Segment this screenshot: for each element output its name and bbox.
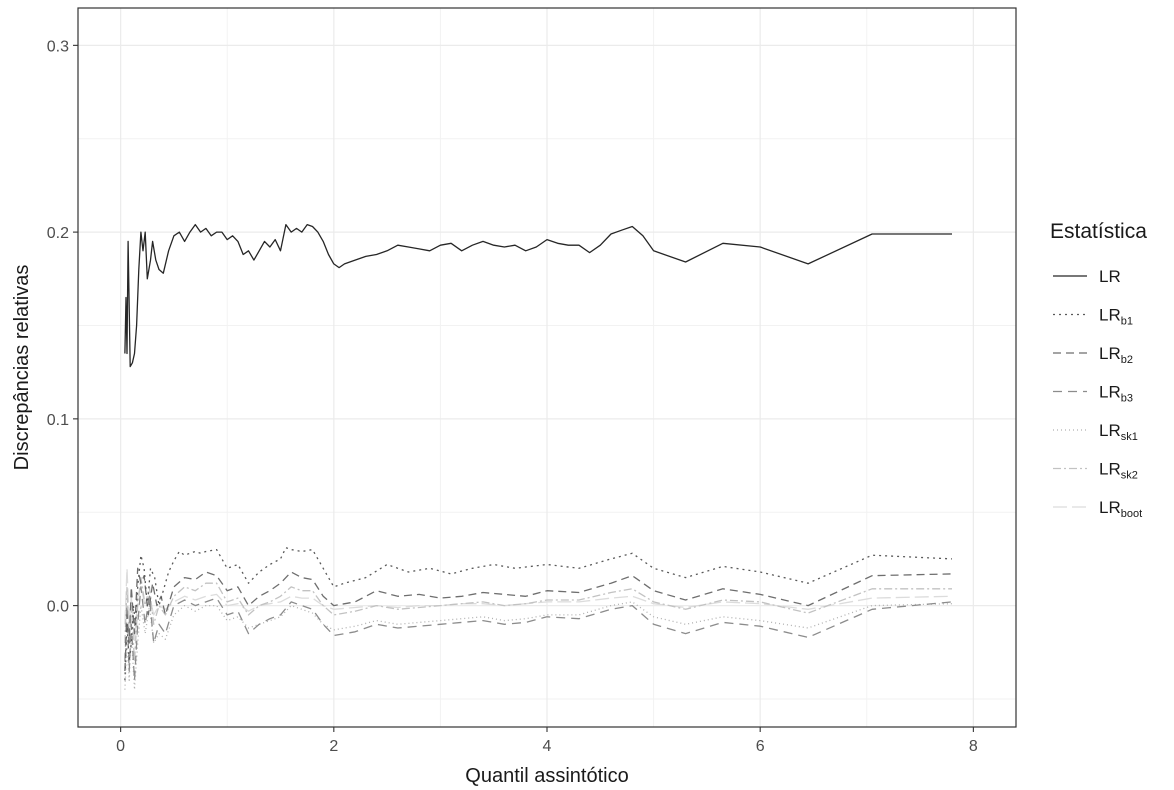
legend-label-lrb2: LRb2 [1099, 344, 1133, 366]
legend-title: Estatística [1050, 220, 1147, 243]
y-axis: 0.0 0.1 0.2 0.3 [47, 38, 78, 616]
series-line-lrb3 [124, 586, 953, 681]
legend-label-lrb3: LRb3 [1099, 383, 1133, 405]
x-tick-label: 2 [329, 738, 338, 755]
legend-label-lr: LR [1099, 267, 1121, 286]
series-layer [124, 223, 953, 691]
plot-panel [77, 7, 1017, 728]
x-axis-title: Quantil assintótico [465, 765, 628, 787]
y-tick-label: 0.1 [47, 412, 69, 429]
series-line-lrb2 [124, 567, 953, 672]
legend-label-lrboot: LRboot [1099, 498, 1142, 520]
series-line-lr [124, 223, 952, 368]
y-axis-title: Discrepâncias relativas [11, 265, 33, 471]
x-tick-label: 6 [756, 738, 765, 755]
y-tick-label: 0.0 [47, 599, 69, 616]
y-tick-label: 0.3 [47, 38, 69, 55]
x-tick-label: 8 [969, 738, 978, 755]
legend-label-lrb1: LRb1 [1099, 306, 1133, 328]
series-line-lrsk1 [124, 601, 953, 691]
series-line-lrsk2 [124, 576, 952, 663]
y-tick-label: 0.2 [47, 225, 69, 242]
x-axis: 0 2 4 6 8 [116, 727, 978, 755]
x-tick-label: 4 [543, 738, 552, 755]
legend-label-lrsk1: LRsk1 [1099, 421, 1138, 443]
legend-label-lrsk2: LRsk2 [1099, 460, 1138, 482]
legend: Estatística LR LRb1 LRb2 LRb3 LRsk1 LRsk2 LRbo… [1050, 220, 1147, 520]
series-line-lrb1 [124, 547, 953, 681]
x-tick-label: 0 [116, 738, 125, 755]
legend-items: LR LRb1 LRb2 LRb3 LRsk1 LRsk2 LRboot [1053, 267, 1142, 520]
grid [78, 8, 1016, 727]
